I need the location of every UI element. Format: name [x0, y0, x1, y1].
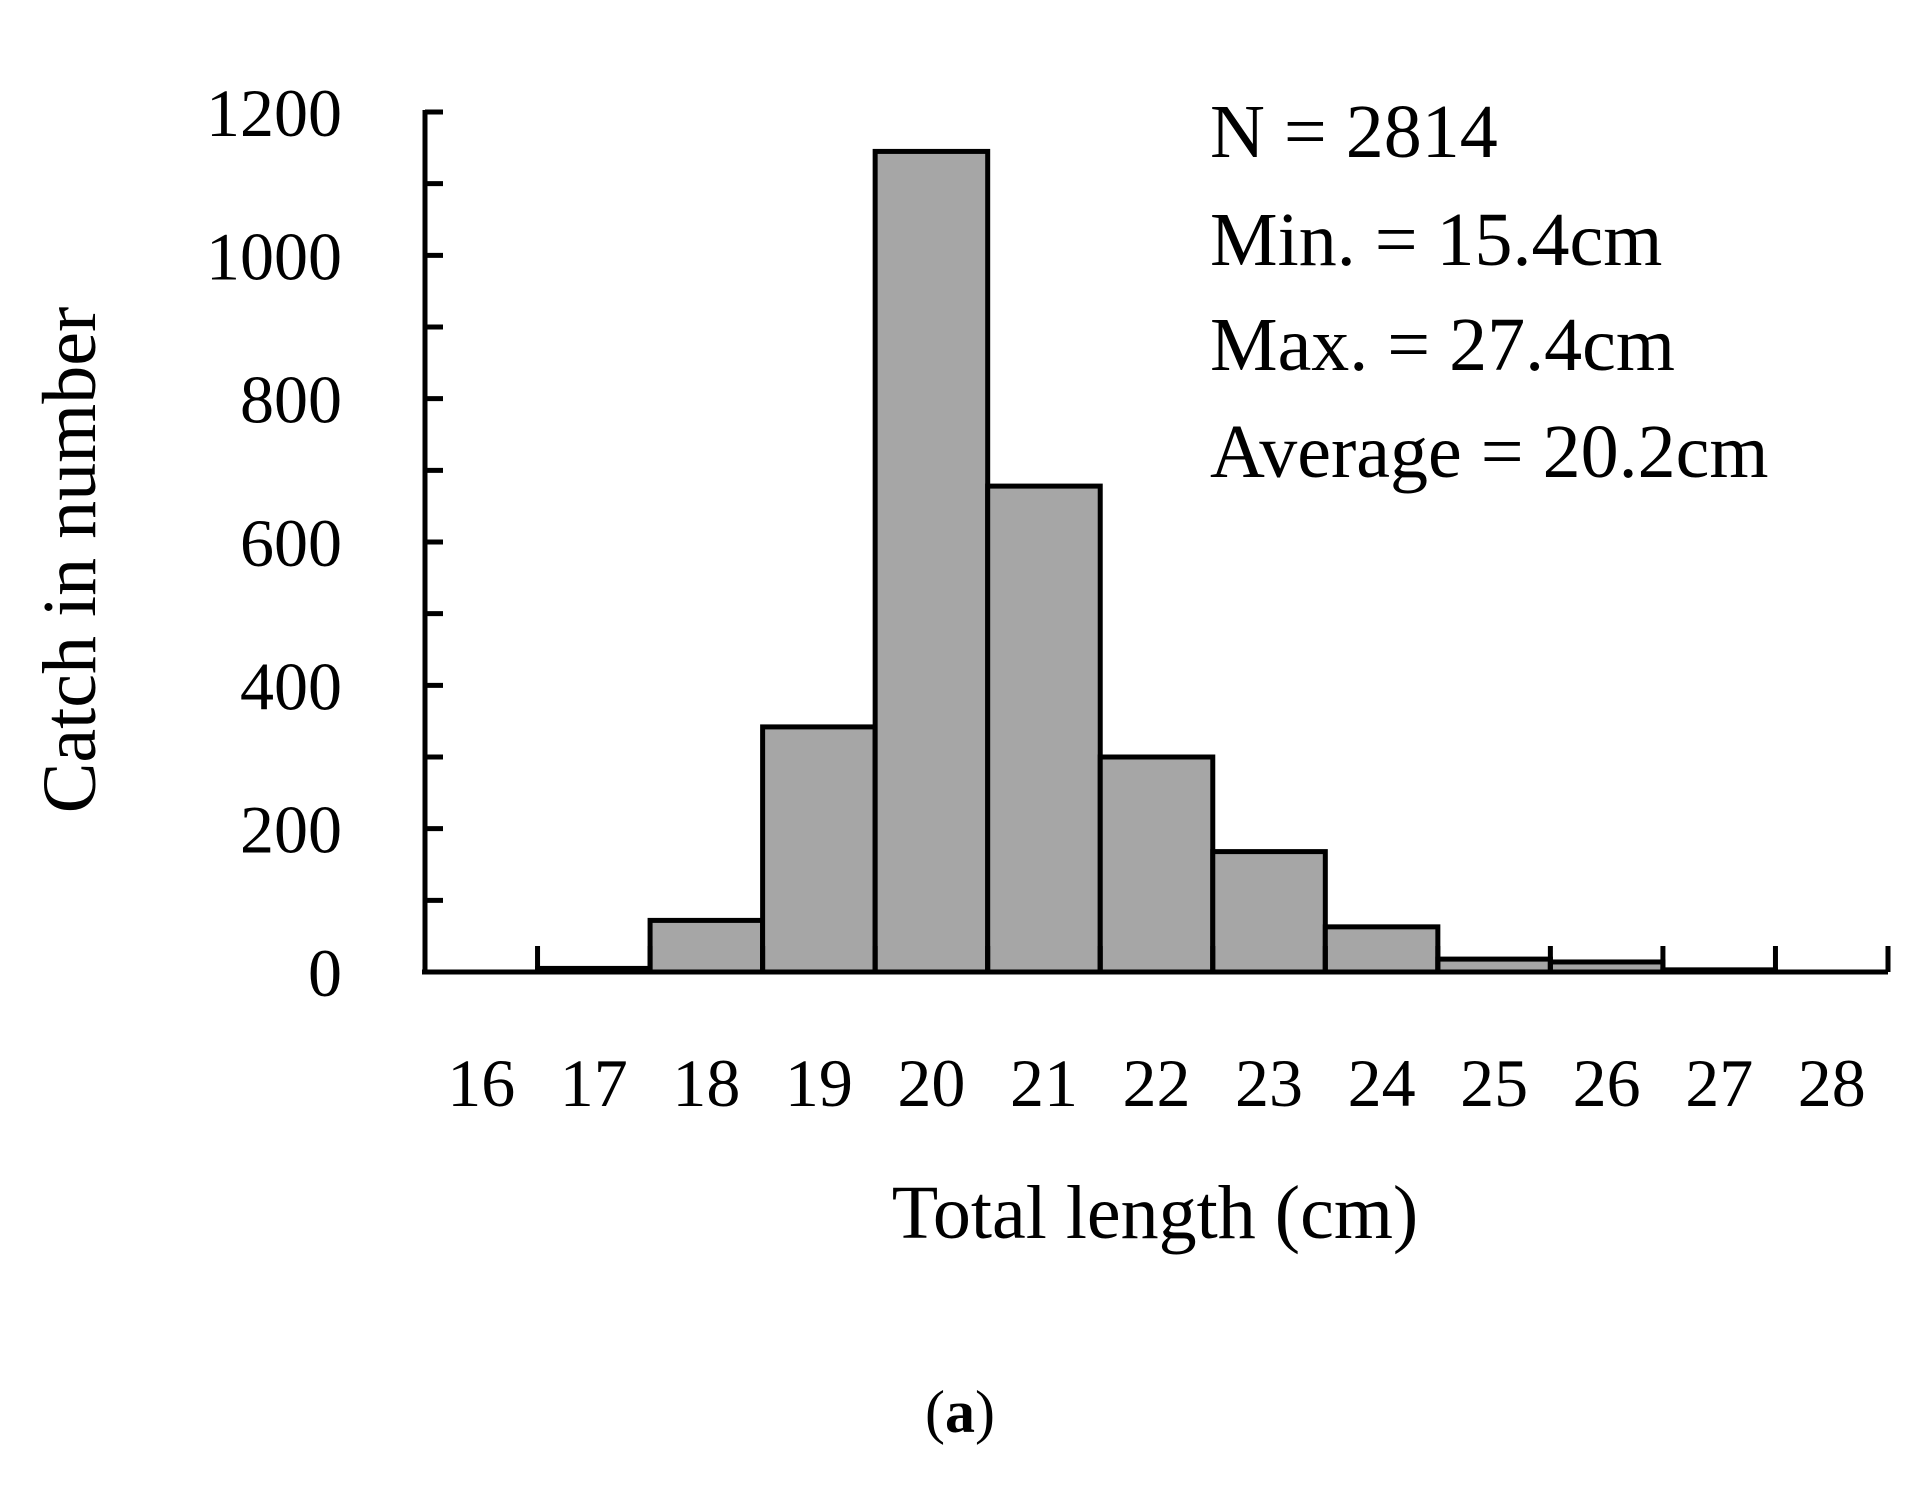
y-tick-label: 800: [240, 362, 342, 438]
x-tick-label: 16: [447, 1045, 515, 1121]
x-tick-label: 24: [1348, 1045, 1416, 1121]
stat-max: Max. = 27.4cm: [1210, 303, 1675, 387]
bar-22: [1097, 754, 1216, 975]
x-tick-label: 18: [672, 1045, 740, 1121]
y-ticks-group: [425, 109, 443, 975]
x-tick-labels-group: 16 17 18 19 20 21 22 23 24 25 26 27 28: [447, 1045, 1865, 1121]
y-axis-title: Catch in number: [28, 307, 112, 814]
y-tick-label: 0: [308, 935, 342, 1011]
y-tick-label: 1000: [206, 218, 342, 294]
stat-n: N = 2814: [1210, 90, 1498, 174]
x-axis-title: Total length (cm): [892, 1171, 1419, 1255]
panel-label-letter: a: [945, 1379, 975, 1445]
x-tick-label: 17: [560, 1045, 628, 1121]
y-tick-labels-group: 0 200 400 600 800 1000 1200: [206, 75, 342, 1011]
bar-18: [647, 917, 766, 975]
x-ticks-group: [535, 946, 1891, 972]
x-tick-label: 28: [1798, 1045, 1866, 1121]
x-tick-label: 19: [785, 1045, 853, 1121]
stat-min: Min. = 15.4cm: [1210, 198, 1662, 282]
x-tick-label: 23: [1235, 1045, 1303, 1121]
y-tick-label: 200: [240, 792, 342, 868]
bar-23: [1210, 849, 1328, 975]
x-tick-label: 20: [897, 1045, 965, 1121]
panel-label-open: (: [925, 1379, 945, 1445]
y-tick-label: 600: [240, 505, 342, 581]
bar-24: [1322, 924, 1441, 975]
y-tick-label: 400: [240, 648, 342, 724]
x-tick-label: 21: [1010, 1045, 1078, 1121]
x-tick-label: 22: [1123, 1045, 1191, 1121]
stat-average: Average = 20.2cm: [1210, 410, 1768, 494]
bars-group: [535, 148, 1778, 975]
x-tick-label: 25: [1460, 1045, 1528, 1121]
bar-20: [872, 148, 991, 975]
x-tick-label: 26: [1573, 1045, 1641, 1121]
x-tick-label: 27: [1685, 1045, 1753, 1121]
panel-label: (a): [925, 1379, 995, 1445]
bar-19: [760, 724, 878, 975]
y-tick-label: 1200: [206, 75, 342, 151]
stats-annotation: N = 2814 Min. = 15.4cm Max. = 27.4cm Ave…: [1210, 90, 1768, 494]
bar-21: [985, 483, 1103, 975]
panel-label-close: ): [975, 1379, 995, 1445]
